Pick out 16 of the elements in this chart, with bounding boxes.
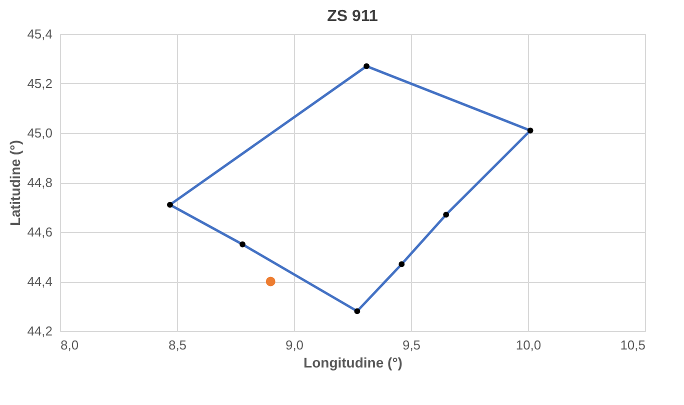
y-tick-label: 44,6: [27, 224, 52, 240]
y-tick-label: 44,8: [27, 175, 52, 190]
chart-title: ZS 911: [327, 8, 378, 25]
y-tick-label: 45,4: [27, 26, 52, 42]
y-tick-label: 44,2: [27, 324, 52, 338]
x-tick-label: 9,0: [285, 338, 304, 352]
x-tick-label: 8,0: [60, 338, 79, 352]
x-tick-label: 8,5: [168, 338, 187, 352]
y-axis-title: Latitudine (°): [7, 140, 24, 226]
x-tick-label: 9,5: [402, 338, 421, 352]
y-tick-label: 45,0: [27, 126, 52, 140]
x-tick-label: 10,5: [620, 338, 646, 352]
y-tick-label: 45,2: [27, 76, 52, 91]
y-tick-label: 44,4: [27, 274, 52, 289]
x-axis-title: Longitudine (°): [304, 354, 402, 370]
x-tick-label: 10,0: [516, 338, 542, 352]
